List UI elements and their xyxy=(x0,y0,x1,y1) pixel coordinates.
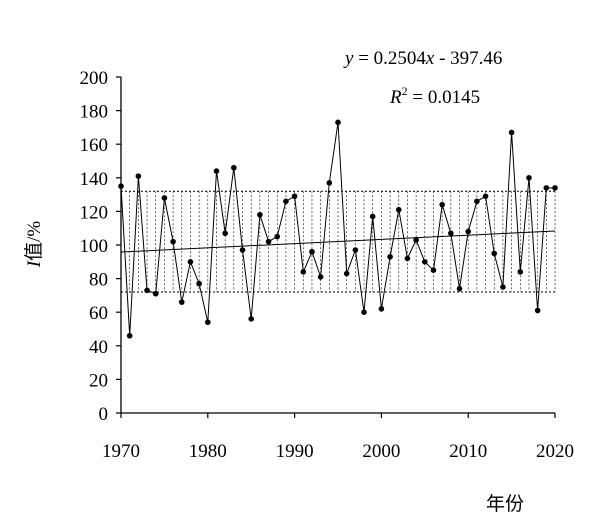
x-tick-label: 2000 xyxy=(362,441,400,462)
data-point xyxy=(196,280,202,287)
data-point xyxy=(543,185,550,191)
data-point xyxy=(309,248,315,255)
r-squared: R2 = 0.0145 xyxy=(389,84,480,108)
data-point xyxy=(135,173,142,179)
y-tick-label: 200 xyxy=(80,68,109,89)
y-axis-label: I值/% xyxy=(23,221,45,269)
trend-line xyxy=(120,230,556,253)
data-point xyxy=(213,168,220,174)
data-point xyxy=(517,269,524,275)
data-point xyxy=(144,287,150,294)
x-tick-label: 1980 xyxy=(189,441,227,462)
data-point xyxy=(500,284,506,290)
data-point xyxy=(404,255,411,262)
data-point xyxy=(456,285,463,292)
r2-exponent: 2 xyxy=(402,84,408,98)
x-tick-label: 2020 xyxy=(536,441,574,462)
regression-equation: y = 0.2504x - 397.46 xyxy=(343,48,502,69)
data-point xyxy=(170,238,176,245)
y-tick-label: 120 xyxy=(80,202,109,223)
data-point xyxy=(491,250,498,257)
data-point xyxy=(439,201,445,208)
data-point xyxy=(239,247,246,253)
y-tick-label: 80 xyxy=(89,270,108,291)
data-point xyxy=(395,206,402,213)
x-tick-label: 2010 xyxy=(449,441,487,462)
data-point xyxy=(343,270,350,277)
data-point xyxy=(413,237,419,243)
data-point xyxy=(187,259,194,265)
variation-band xyxy=(120,190,556,293)
data-point xyxy=(534,307,541,314)
data-point xyxy=(161,195,168,201)
data-point xyxy=(317,274,324,280)
data-point xyxy=(422,259,428,265)
data-point xyxy=(361,309,367,316)
data-point xyxy=(352,247,359,253)
data-point xyxy=(465,228,472,235)
data-point xyxy=(526,175,532,181)
y-axis-ticks: 0 20 40 60 80 100 120 140 160 180 200 xyxy=(80,68,121,425)
y-axis-label-italic: I xyxy=(24,259,45,268)
y-tick-label: 180 xyxy=(80,102,109,123)
data-point xyxy=(508,129,515,136)
y-axis-label-text: 值/% xyxy=(23,221,45,261)
data-point xyxy=(448,230,454,237)
data-point xyxy=(126,332,133,339)
data-point xyxy=(291,193,298,200)
r2-value: = 0.0145 xyxy=(408,87,480,108)
data-point xyxy=(283,198,289,205)
x-tick-label: 1970 xyxy=(102,441,140,462)
data-point xyxy=(222,230,228,237)
data-point xyxy=(300,269,307,275)
y-tick-label: 140 xyxy=(80,169,109,190)
y-tick-label: 160 xyxy=(80,135,109,156)
data-point xyxy=(178,299,185,305)
data-point xyxy=(474,198,480,205)
data-point xyxy=(274,233,281,240)
x-tick-label: 1990 xyxy=(276,441,314,462)
data-point xyxy=(369,213,376,220)
data-point xyxy=(231,164,237,171)
y-tick-label: 40 xyxy=(89,337,108,358)
data-point xyxy=(152,290,159,297)
r2-base: R xyxy=(389,87,402,108)
eq-y-var: y xyxy=(343,48,354,69)
data-point xyxy=(552,185,558,191)
y-tick-label: 60 xyxy=(89,303,108,324)
data-point xyxy=(265,238,272,245)
y-tick-label: 20 xyxy=(89,370,108,391)
data-point xyxy=(326,180,333,186)
data-point xyxy=(378,306,385,312)
x-axis-ticks: 1970 1980 1990 2000 2010 2020 xyxy=(102,413,574,462)
data-point xyxy=(430,267,437,274)
data-point xyxy=(118,183,124,189)
eq-x-var: x xyxy=(425,48,435,69)
eq-rhs-suffix: - 397.46 xyxy=(434,48,502,69)
series-points xyxy=(118,119,558,339)
data-point xyxy=(335,119,341,126)
eq-rhs-prefix: = 0.2504 xyxy=(353,48,426,69)
data-point xyxy=(482,193,489,200)
data-point xyxy=(257,211,263,218)
data-point xyxy=(248,316,254,322)
data-point xyxy=(205,319,211,326)
y-tick-label: 0 xyxy=(99,404,109,425)
y-tick-label: 100 xyxy=(80,236,109,257)
data-point xyxy=(387,253,393,260)
x-axis-label: 年份 xyxy=(486,493,524,515)
